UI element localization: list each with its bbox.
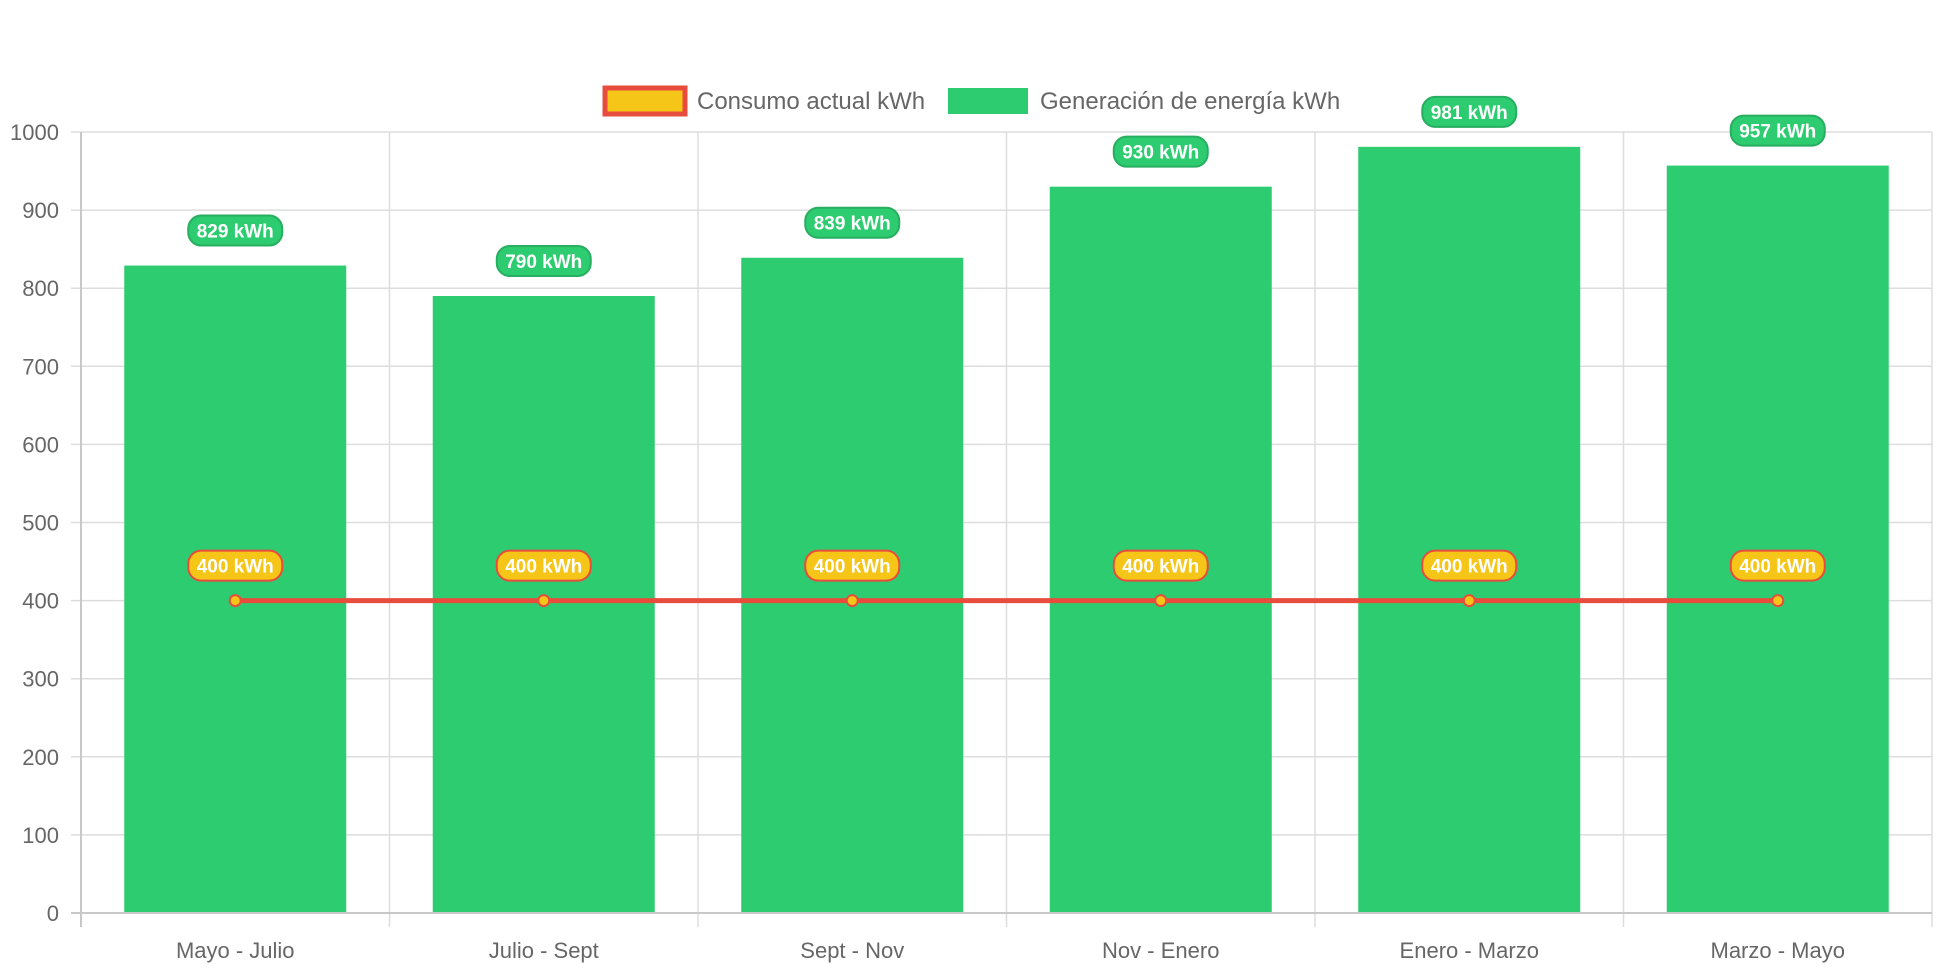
bar-generacion[interactable]: [741, 257, 964, 914]
y-tick-label: 600: [22, 432, 59, 457]
legend-label-generacion: Generación de energía kWh: [1040, 88, 1340, 115]
line-point-consumo[interactable]: [1154, 594, 1168, 608]
data-label-text: 400 kWh: [814, 557, 891, 578]
y-tick-label: 0: [47, 901, 59, 926]
x-tick-label: Julio - Sept: [489, 938, 599, 963]
data-label-generacion: 930 kWh: [1112, 135, 1209, 168]
x-tick-label: Enero - Marzo: [1400, 938, 1539, 963]
line-point-consumo[interactable]: [1771, 594, 1785, 608]
axis-layer: 0 100 200 300 400 500 600 700 800 900 1000 Mayo - J…: [10, 120, 1932, 963]
data-label-consumo: 400 kWh: [1729, 549, 1826, 582]
y-tick-label: 900: [22, 198, 59, 223]
data-label-consumo: 400 kWh: [1112, 549, 1209, 582]
data-label-background: [495, 245, 592, 278]
data-label-text: 790 kWh: [505, 252, 582, 273]
legend-item-consumo[interactable]: Consumo actual kWh: [602, 85, 925, 117]
data-label-background: [1112, 135, 1209, 168]
line-point-consumo[interactable]: [228, 594, 242, 608]
bar-layer: [124, 146, 1889, 914]
data-label-text: 400 kWh: [1739, 557, 1816, 578]
legend-label-consumo: Consumo actual kWh: [697, 88, 925, 115]
data-label-text: 981 kWh: [1431, 103, 1508, 124]
y-tick-label: 400: [22, 589, 59, 614]
data-label-background: [1421, 549, 1518, 582]
x-tick-label: Marzo - Mayo: [1711, 938, 1845, 963]
y-tick-label: 700: [22, 354, 59, 379]
bar-generacion[interactable]: [1666, 165, 1889, 913]
data-label-text: 400 kWh: [1122, 557, 1199, 578]
data-label-generacion: 829 kWh: [187, 214, 284, 247]
x-tick-label: Nov - Enero: [1102, 938, 1219, 963]
data-label-generacion: 981 kWh: [1421, 95, 1518, 128]
y-tick-label: 200: [22, 745, 59, 770]
data-label-text: 400 kWh: [505, 557, 582, 578]
data-label-consumo: 400 kWh: [1421, 549, 1518, 582]
data-label-background: [187, 549, 284, 582]
data-label-consumo: 400 kWh: [495, 549, 592, 582]
line-point-consumo[interactable]: [1462, 594, 1476, 608]
grid-layer: [71, 131, 1933, 927]
data-label-generacion: 957 kWh: [1729, 114, 1826, 147]
data-label-background: [1421, 95, 1518, 128]
legend-item-generacion[interactable]: Generación de energía kWh: [948, 88, 1340, 115]
x-tick-label: Sept - Nov: [800, 938, 904, 963]
data-label-consumo: 400 kWh: [187, 549, 284, 582]
y-tick-label: 800: [22, 276, 59, 301]
bar-generacion[interactable]: [1358, 146, 1581, 914]
y-tick-label: 500: [22, 511, 59, 536]
label-layer: 829 kWh 790 kWh 839 kWh 930 kWh 981 kWh 957 k…: [187, 95, 1826, 582]
data-label-text: 839 kWh: [814, 214, 891, 235]
data-label-text: 957 kWh: [1739, 122, 1816, 143]
line-point-consumo[interactable]: [537, 594, 551, 608]
data-label-background: [804, 206, 901, 239]
data-label-background: [1112, 549, 1209, 582]
y-tick-label: 300: [22, 667, 59, 692]
y-tick-label: 1000: [10, 120, 59, 145]
legend-swatch-generacion: [948, 88, 1028, 114]
line-layer: [228, 594, 1785, 608]
data-label-text: 400 kWh: [197, 557, 274, 578]
line-point-consumo[interactable]: [845, 594, 859, 608]
data-label-background: [1729, 549, 1826, 582]
x-tick-label: Mayo - Julio: [176, 938, 295, 963]
data-label-background: [187, 214, 284, 247]
data-label-text: 400 kWh: [1431, 557, 1508, 578]
bar-generacion[interactable]: [124, 265, 347, 913]
y-tick-label: 100: [22, 823, 59, 848]
legend-swatch-consumo: [602, 85, 688, 117]
data-label-text: 930 kWh: [1122, 143, 1199, 164]
data-label-background: [1729, 114, 1826, 147]
data-label-text: 829 kWh: [197, 222, 274, 243]
data-label-generacion: 790 kWh: [495, 245, 592, 278]
data-label-background: [495, 549, 592, 582]
legend[interactable]: Consumo actual kWh Generación de energía …: [602, 85, 1340, 117]
data-label-background: [804, 549, 901, 582]
data-label-consumo: 400 kWh: [804, 549, 901, 582]
data-label-generacion: 839 kWh: [804, 206, 901, 239]
